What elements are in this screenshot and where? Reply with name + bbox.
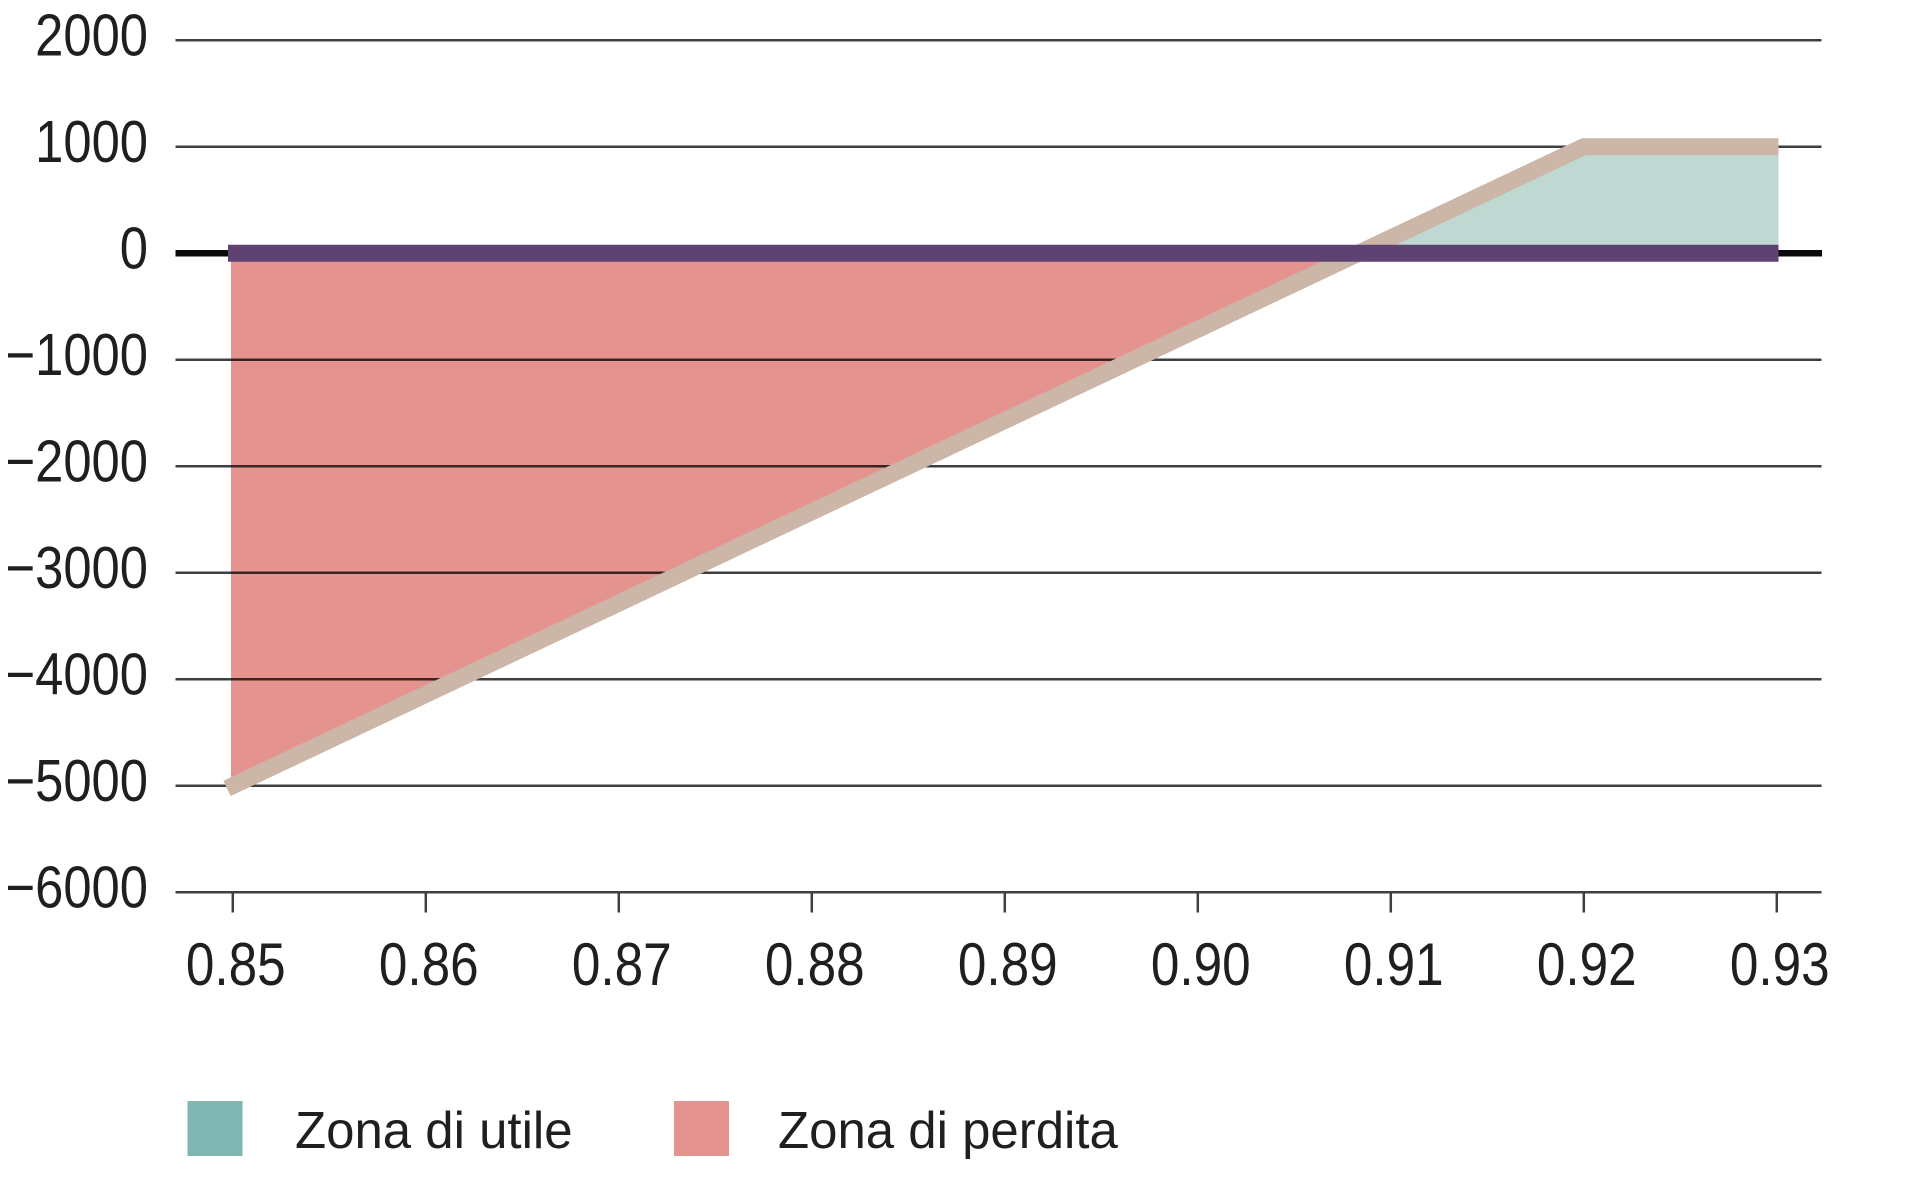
svg-text:−4000: −4000 bbox=[6, 641, 148, 707]
svg-text:Zona di perdita: Zona di perdita bbox=[778, 1101, 1118, 1160]
svg-text:−6000: −6000 bbox=[6, 854, 148, 920]
svg-text:0.88: 0.88 bbox=[765, 930, 865, 998]
svg-text:−5000: −5000 bbox=[6, 747, 148, 813]
svg-text:−3000: −3000 bbox=[6, 534, 148, 600]
svg-text:−1000: −1000 bbox=[6, 321, 148, 387]
svg-text:0: 0 bbox=[120, 215, 148, 281]
svg-text:2000: 2000 bbox=[35, 2, 148, 68]
svg-text:0.87: 0.87 bbox=[572, 930, 672, 998]
svg-text:Zona di utile: Zona di utile bbox=[295, 1101, 573, 1160]
svg-text:0.85: 0.85 bbox=[186, 930, 286, 998]
svg-text:0.90: 0.90 bbox=[1151, 930, 1251, 998]
svg-text:0.93: 0.93 bbox=[1730, 930, 1830, 998]
svg-text:1000: 1000 bbox=[35, 108, 148, 174]
svg-text:0.89: 0.89 bbox=[958, 930, 1058, 998]
svg-text:0.91: 0.91 bbox=[1344, 930, 1444, 998]
svg-text:0.92: 0.92 bbox=[1537, 930, 1637, 998]
svg-text:0.86: 0.86 bbox=[379, 930, 479, 998]
svg-text:−2000: −2000 bbox=[6, 428, 148, 494]
